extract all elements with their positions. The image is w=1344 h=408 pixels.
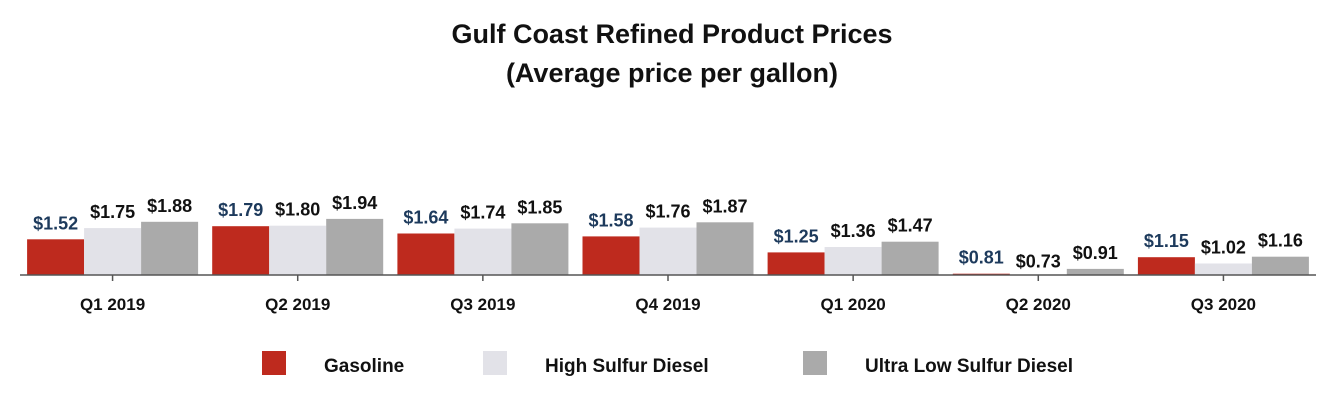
x-tick-label: Q4 2019	[635, 295, 700, 314]
bar-ultra-low-sulfur-diesel-q1-2019	[141, 221, 199, 275]
data-label-group: $1.52 $1.75 $1.88 $1.79 $1.80 $1.94 $1.64 $1.74…	[33, 193, 1303, 272]
x-tick-label: Q3 2020	[1191, 295, 1256, 314]
chart-title: Gulf Coast Refined Product Prices	[451, 19, 892, 49]
bar-group	[27, 218, 1309, 275]
bar-ultra-low-sulfur-diesel-q3-2019	[511, 223, 569, 275]
legend-label: Gasoline	[324, 356, 404, 377]
data-label: $1.47	[888, 216, 933, 236]
data-label: $1.76	[645, 202, 690, 222]
bar-ultra-low-sulfur-diesel-q2-2020	[1066, 268, 1124, 275]
data-label: $1.64	[403, 208, 448, 228]
legend: Gasoline High Sulfur Diesel Ultra Low Sulf…	[262, 351, 1073, 377]
bar-gasoline-q4-2019	[582, 236, 640, 275]
bar-gasoline-q1-2019	[27, 239, 85, 275]
data-label: $1.94	[332, 193, 377, 213]
x-tick-label: Q2 2020	[1006, 295, 1071, 314]
data-label: $1.16	[1258, 231, 1303, 251]
bar-gasoline-q2-2019	[212, 226, 270, 275]
chart-subtitle: (Average price per gallon)	[506, 58, 838, 88]
legend-swatch-high-sulfur-diesel	[483, 351, 507, 375]
data-label: $1.79	[218, 200, 263, 220]
x-tick-group: Q1 2019 Q2 2019 Q3 2019 Q4 2019 Q1 2020 Q2 20…	[80, 275, 1256, 314]
data-label: $1.88	[147, 196, 192, 216]
data-label: $1.74	[460, 203, 505, 223]
data-label: $0.73	[1016, 252, 1061, 272]
data-label: $1.87	[702, 196, 747, 216]
data-label: $1.25	[774, 226, 819, 246]
data-label: $1.80	[275, 200, 320, 220]
data-label: $1.36	[831, 221, 876, 241]
bar-ultra-low-sulfur-diesel-q1-2020	[881, 241, 939, 275]
bar-ultra-low-sulfur-diesel-q3-2020	[1251, 256, 1309, 275]
data-label: $1.58	[588, 210, 633, 230]
data-label: $0.81	[959, 248, 1004, 268]
data-label: $0.91	[1073, 243, 1118, 263]
bar-high-sulfur-diesel-q1-2019	[84, 228, 142, 275]
data-label: $1.85	[517, 197, 562, 217]
bar-high-sulfur-diesel-q1-2020	[824, 247, 882, 275]
bar-gasoline-q1-2020	[767, 252, 825, 275]
bar-ultra-low-sulfur-diesel-q4-2019	[696, 222, 754, 275]
bar-gasoline-q3-2019	[397, 233, 455, 275]
legend-label: High Sulfur Diesel	[545, 356, 709, 377]
x-tick-label: Q2 2019	[265, 295, 330, 314]
x-tick-label: Q1 2019	[80, 295, 145, 314]
legend-swatch-ultra-low-sulfur-diesel	[803, 351, 827, 375]
x-tick-label: Q1 2020	[821, 295, 886, 314]
bar-high-sulfur-diesel-q3-2020	[1194, 263, 1252, 275]
bar-ultra-low-sulfur-diesel-q2-2019	[326, 218, 384, 275]
data-label: $1.52	[33, 213, 78, 233]
data-label: $1.15	[1144, 231, 1189, 251]
data-label: $1.02	[1201, 238, 1246, 258]
bar-high-sulfur-diesel-q2-2019	[269, 225, 327, 275]
data-label: $1.75	[90, 202, 135, 222]
legend-label: Ultra Low Sulfur Diesel	[865, 356, 1073, 377]
x-tick-label: Q3 2019	[450, 295, 515, 314]
bar-high-sulfur-diesel-q3-2019	[454, 228, 512, 275]
legend-swatch-gasoline	[262, 351, 286, 375]
bar-gasoline-q3-2020	[1137, 257, 1195, 275]
bar-high-sulfur-diesel-q4-2019	[639, 227, 697, 275]
